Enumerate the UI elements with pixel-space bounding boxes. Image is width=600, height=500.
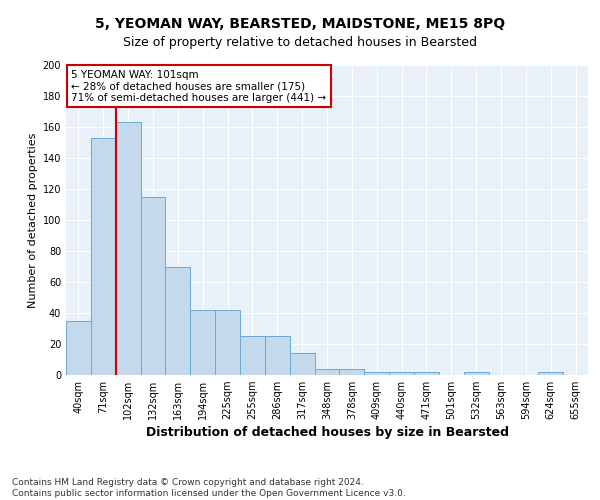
Text: Contains HM Land Registry data © Crown copyright and database right 2024.
Contai: Contains HM Land Registry data © Crown c… (12, 478, 406, 498)
Bar (290, 354, 314, 375)
Bar (116, 122, 140, 375)
Bar (166, 266, 190, 375)
Bar (215, 310, 240, 375)
Bar (140, 196, 166, 375)
Bar (265, 336, 290, 375)
Bar (538, 372, 563, 375)
Bar (190, 310, 215, 375)
Y-axis label: Number of detached properties: Number of detached properties (28, 132, 38, 308)
Bar (314, 369, 340, 375)
Text: Size of property relative to detached houses in Bearsted: Size of property relative to detached ho… (123, 36, 477, 49)
Text: 5 YEOMAN WAY: 101sqm
← 28% of detached houses are smaller (175)
71% of semi-deta: 5 YEOMAN WAY: 101sqm ← 28% of detached h… (71, 70, 326, 103)
Bar (364, 372, 389, 375)
Bar (414, 372, 439, 375)
Bar (464, 372, 488, 375)
X-axis label: Distribution of detached houses by size in Bearsted: Distribution of detached houses by size … (146, 426, 509, 440)
Text: 5, YEOMAN WAY, BEARSTED, MAIDSTONE, ME15 8PQ: 5, YEOMAN WAY, BEARSTED, MAIDSTONE, ME15… (95, 18, 505, 32)
Bar (66, 321, 91, 375)
Bar (91, 138, 116, 375)
Bar (389, 372, 414, 375)
Bar (240, 336, 265, 375)
Bar (340, 369, 364, 375)
